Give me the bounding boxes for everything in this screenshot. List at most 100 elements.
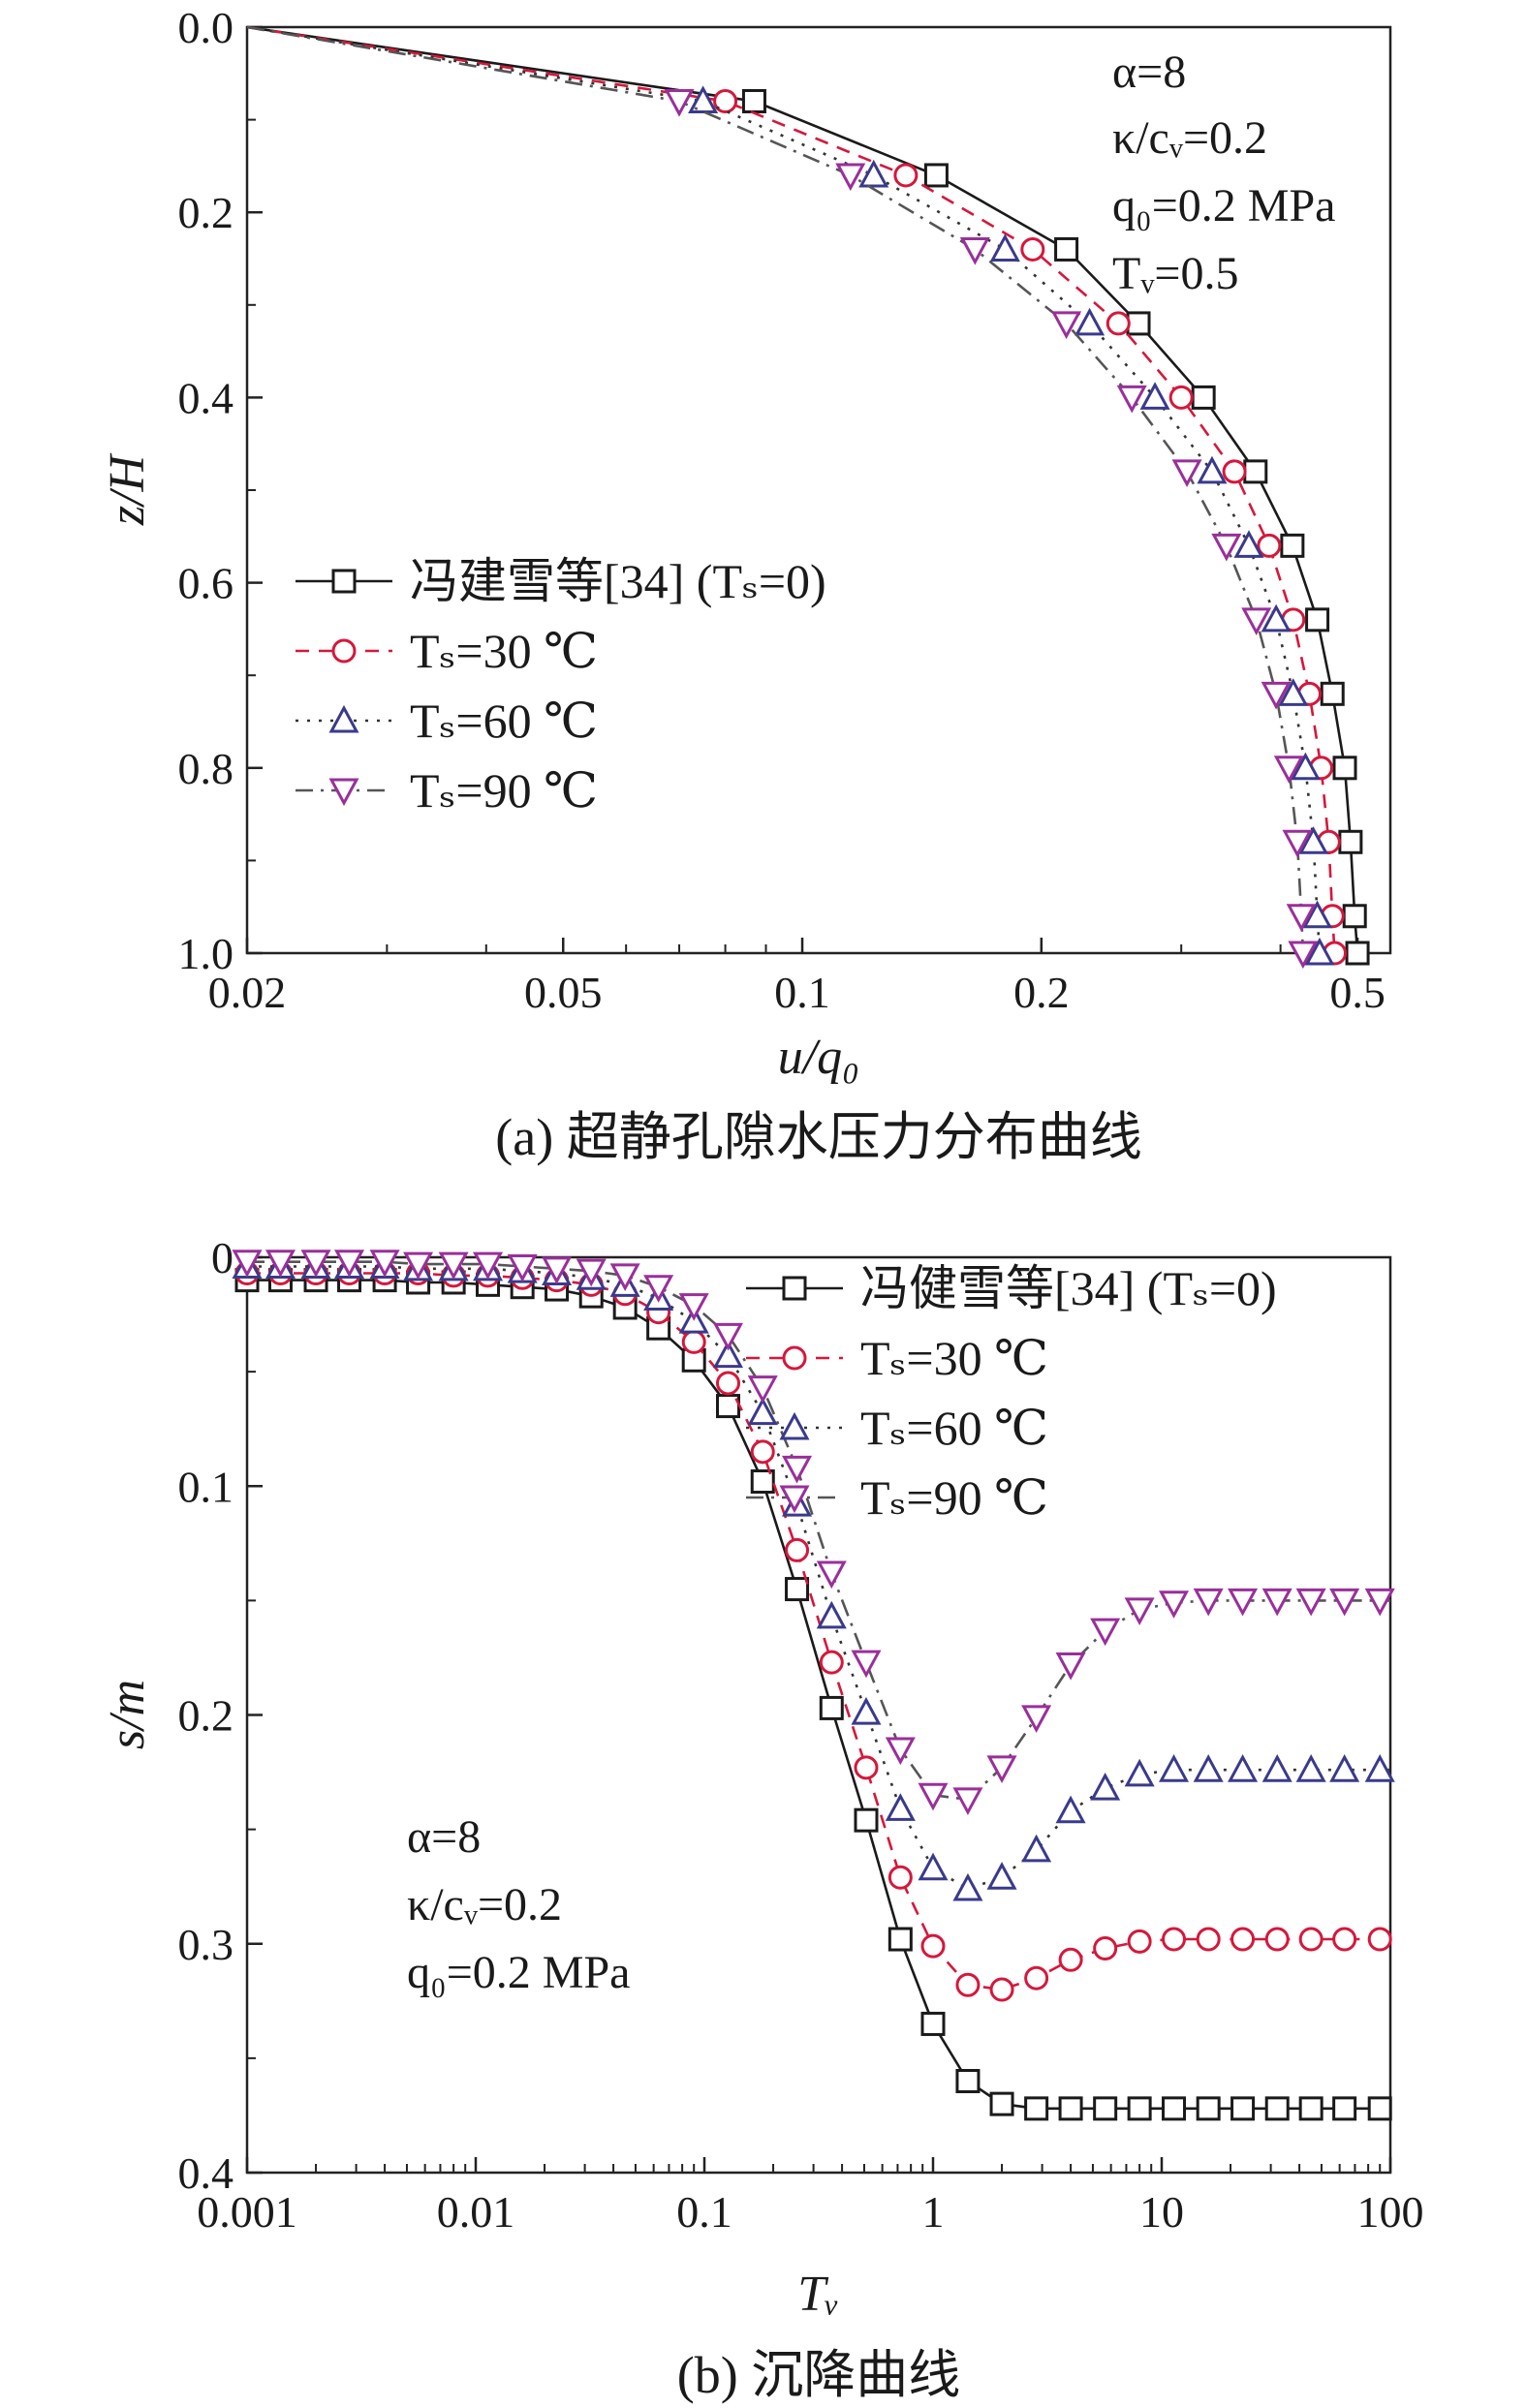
- series-markers-ts30: [713, 88, 1348, 966]
- y-tick-label: 0.3: [178, 1920, 234, 1969]
- data-point-ts90: [678, 1293, 709, 1321]
- y-tick-label: 0.4: [178, 373, 234, 422]
- legend-entry-ts30: Tₛ=30 ℃: [296, 624, 598, 678]
- data-point-ts90: [1090, 1618, 1121, 1647]
- data-point-ts0: [1058, 2096, 1083, 2121]
- panel-a-annotation-tv: Tᵥ=0.5: [1112, 248, 1239, 299]
- data-point-ts90: [369, 1250, 400, 1278]
- panel-a-series-group: [246, 25, 1370, 970]
- panel-b-y-axis: 0 0.1 0.2 0.3 0.4: [178, 1233, 263, 2198]
- data-point-ts90: [1228, 1588, 1259, 1617]
- data-point-ts30: [1093, 1935, 1118, 1960]
- legend-label: Tₛ=90 ℃: [410, 763, 598, 818]
- data-point-ts90: [918, 1782, 949, 1811]
- panel-b-caption: (b) 沉降曲线: [677, 2346, 960, 2404]
- panel-a-x-axis-title: u/q₀: [778, 1030, 860, 1085]
- data-point-ts0: [955, 2069, 981, 2093]
- data-point-ts90: [576, 1258, 607, 1287]
- data-point-ts30: [1222, 459, 1247, 484]
- data-point-ts60: [851, 1696, 882, 1725]
- data-point-ts90: [542, 1256, 573, 1284]
- data-point-ts90: [643, 1275, 674, 1303]
- data-point-ts90: [782, 1455, 813, 1484]
- data-point-ts90: [1171, 459, 1202, 488]
- y-tick-label: 1.0: [178, 929, 234, 978]
- data-point-ts30: [1024, 1965, 1049, 1991]
- data-point-ts60: [1193, 1754, 1224, 1782]
- data-point-ts60: [1055, 1795, 1086, 1824]
- data-point-ts0: [785, 1577, 810, 1602]
- data-point-ts0: [1345, 941, 1370, 966]
- data-point-ts90: [1329, 1588, 1360, 1617]
- data-point-ts0: [923, 163, 949, 188]
- panel-b-annotation-q0: q₀=0.2 MPa: [407, 1947, 630, 1998]
- data-point-ts60: [1304, 937, 1335, 966]
- data-point-ts0: [1332, 2096, 1357, 2121]
- panel-b-y-axis-title: s/m: [100, 1680, 155, 1749]
- data-point-ts30: [1196, 1927, 1221, 1952]
- data-point-ts60: [1124, 1758, 1155, 1787]
- legend-entry-ts90: Tₛ=90 ℃: [746, 1470, 1048, 1525]
- data-point-ts90: [232, 1250, 263, 1278]
- series-line-ts30: [246, 25, 1336, 954]
- data-point-ts60: [858, 159, 889, 188]
- data-point-ts0: [1191, 385, 1216, 410]
- data-point-ts60: [1298, 826, 1329, 854]
- data-point-ts90: [507, 1253, 538, 1282]
- series-markers-ts0: [741, 88, 1370, 966]
- data-point-ts90: [334, 1250, 365, 1278]
- y-tick-label: 0.0: [178, 3, 234, 52]
- data-point-ts0: [1332, 756, 1357, 781]
- data-point-ts0: [1127, 2096, 1152, 2121]
- data-point-ts90: [1159, 1590, 1190, 1619]
- data-point-ts90: [1051, 311, 1082, 340]
- panel-b-annotation-alpha: α=8: [407, 1811, 481, 1863]
- data-point-ts30: [1298, 1927, 1324, 1952]
- legend-label: Tₛ=30 ℃: [410, 624, 598, 678]
- x-tick-label: 10: [1139, 2187, 1184, 2237]
- data-point-ts90: [712, 1322, 744, 1351]
- data-point-ts90: [473, 1251, 504, 1281]
- legend-label: Tₛ=60 ℃: [860, 1401, 1048, 1455]
- x-tick-label: 0.2: [1013, 968, 1070, 1017]
- data-point-ts60: [952, 1872, 983, 1901]
- data-point-ts60: [1295, 1754, 1326, 1782]
- y-tick-label: 0.6: [178, 559, 234, 608]
- data-point-ts30: [750, 1439, 775, 1465]
- y-tick-label: 0: [211, 1233, 234, 1282]
- legend-marker: [331, 638, 357, 664]
- panel-b-x-axis-title: Tᵥ: [797, 2267, 839, 2322]
- data-point-ts30: [715, 1371, 740, 1396]
- data-point-ts0: [1305, 607, 1330, 633]
- data-point-ts90: [1116, 385, 1147, 414]
- x-tick-label: 0.1: [774, 968, 830, 1017]
- data-point-ts0: [1298, 2096, 1324, 2121]
- data-point-ts30: [920, 1933, 946, 1959]
- data-point-ts90: [1261, 1588, 1292, 1617]
- data-point-ts0: [819, 1695, 844, 1720]
- data-point-ts90: [747, 1375, 778, 1404]
- x-tick-label: 0.01: [437, 2187, 515, 2237]
- legend-marker: [328, 778, 359, 807]
- data-point-ts30: [1332, 1927, 1357, 1952]
- data-point-ts60: [747, 1397, 778, 1426]
- data-point-ts30: [989, 1977, 1014, 2002]
- legend-entry-ts0: 冯健雪等[34] (Tₛ=0): [746, 1261, 1277, 1315]
- data-point-ts60: [989, 233, 1020, 262]
- data-point-ts90: [1193, 1588, 1224, 1617]
- data-point-ts90: [986, 1755, 1017, 1783]
- data-point-ts30: [785, 1537, 810, 1562]
- data-point-ts90: [952, 1787, 983, 1816]
- panel-a-annotation-kappa: κ/cᵥ=0.2: [1112, 112, 1267, 164]
- data-point-ts0: [1367, 2096, 1392, 2121]
- data-point-ts60: [1090, 1772, 1121, 1801]
- series-markers-ts60: [688, 85, 1335, 966]
- panel-a-legend: 冯建雪等[34] (Tₛ=0) Tₛ=30 ℃ Tₛ=60 ℃ Tₛ=90 ℃: [296, 554, 826, 818]
- data-point-ts90: [851, 1650, 882, 1679]
- data-point-ts60: [712, 1340, 744, 1369]
- data-point-ts0: [715, 1394, 740, 1419]
- data-point-ts90: [609, 1263, 640, 1292]
- data-point-ts60: [918, 1852, 949, 1881]
- series-markers-ts90: [664, 88, 1319, 970]
